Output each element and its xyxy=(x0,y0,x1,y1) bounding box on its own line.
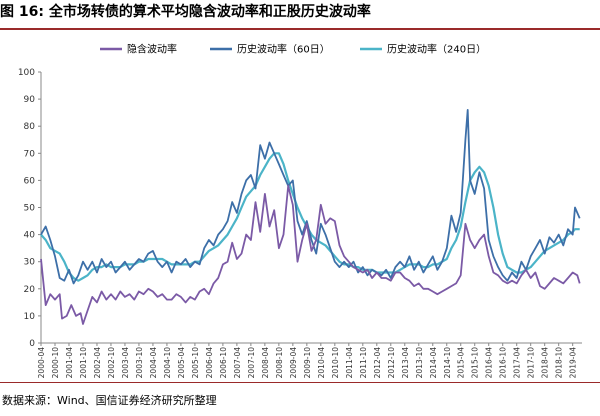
x-tick-label: 2002-10 xyxy=(107,347,116,379)
x-tick-label: 2016-04 xyxy=(485,347,494,379)
x-tick-label: 2015-10 xyxy=(471,347,480,379)
y-tick-label: 50 xyxy=(24,204,36,214)
x-tick-label: 2015-04 xyxy=(457,347,466,379)
x-tick-label: 2017-10 xyxy=(527,347,536,379)
x-tick-label: 2009-10 xyxy=(303,347,312,379)
x-tick-label: 2019-04 xyxy=(569,347,578,379)
legend-label: 隐含波动率 xyxy=(127,43,177,56)
x-tick-label: 2005-04 xyxy=(177,347,186,379)
series-line-hist-vol-60d xyxy=(40,109,581,285)
x-tick-label: 2018-04 xyxy=(541,347,550,379)
line-chart: 0 10 20 30 40 50 60 70 80 90 100 2000-04 2000-10 2001… xyxy=(18,43,582,379)
x-tick-label: 2009-04 xyxy=(289,347,298,379)
y-tick-label: 10 xyxy=(24,312,36,322)
y-tick-label: 30 xyxy=(24,258,36,268)
figure-title: 图 16: 全市场转债的算术平均隐含波动率和正股历史波动率 xyxy=(0,4,371,20)
x-tick-label: 2011-10 xyxy=(359,347,368,379)
x-tick-label: 2014-10 xyxy=(443,347,452,379)
y-tick-label: 60 xyxy=(24,176,36,186)
y-tick-label: 100 xyxy=(18,68,35,78)
x-tick-label: 2004-04 xyxy=(149,347,158,379)
y-tick-label: 90 xyxy=(24,95,36,105)
series-line-hist-vol-240d xyxy=(40,152,580,282)
x-tick-label: 2003-04 xyxy=(121,347,130,379)
x-tick-label: 2001-10 xyxy=(79,347,88,379)
x-tick-label: 2016-10 xyxy=(499,347,508,379)
x-tick-label: 2002-04 xyxy=(93,347,102,379)
y-tick-label: 80 xyxy=(24,122,36,132)
title-rule xyxy=(0,28,600,30)
x-tick-label: 2013-10 xyxy=(415,347,424,379)
x-tick-label: 2018-10 xyxy=(555,347,564,379)
source-rule xyxy=(0,382,600,383)
y-tick-label: 20 xyxy=(24,285,36,295)
x-tick-label: 2005-10 xyxy=(191,347,200,379)
x-tick-label: 2010-04 xyxy=(317,347,326,379)
x-tick-label: 2017-04 xyxy=(513,347,522,379)
y-tick-label: 0 xyxy=(29,339,35,349)
x-tick-label: 2013-04 xyxy=(401,347,410,379)
x-tick-label: 2006-10 xyxy=(219,347,228,379)
x-tick-label: 2012-10 xyxy=(387,347,396,379)
x-tick-label: 2012-04 xyxy=(373,347,382,379)
x-tick-label: 2014-04 xyxy=(429,347,438,379)
x-tick-label: 2001-04 xyxy=(65,347,74,379)
figure-header: 图 16: 全市场转债的算术平均隐含波动率和正股历史波动率 xyxy=(0,0,600,26)
x-tick-label: 2008-04 xyxy=(261,347,270,379)
x-tick-label: 2008-10 xyxy=(275,347,284,379)
x-tick-label: 2007-04 xyxy=(233,347,242,379)
series-line-implied-vol xyxy=(40,184,581,325)
y-tick-label: 70 xyxy=(24,149,36,159)
x-tick-label: 2003-10 xyxy=(135,347,144,379)
x-tick-label: 2010-10 xyxy=(331,347,340,379)
x-tick-label: 2006-04 xyxy=(205,347,214,379)
y-tick-label: 40 xyxy=(24,231,36,241)
x-tick-label: 2000-10 xyxy=(51,347,60,379)
x-tick-label: 2000-04 xyxy=(37,347,46,379)
x-tick-label: 2007-10 xyxy=(247,347,256,379)
legend-label: 历史波动率（60日） xyxy=(237,43,330,56)
x-tick-label: 2011-04 xyxy=(345,347,354,379)
x-tick-label: 2004-10 xyxy=(163,347,172,379)
data-source-note: 数据来源：Wind、国信证券经济研究所整理 xyxy=(2,394,217,407)
legend-label: 历史波动率（240日） xyxy=(387,43,486,56)
